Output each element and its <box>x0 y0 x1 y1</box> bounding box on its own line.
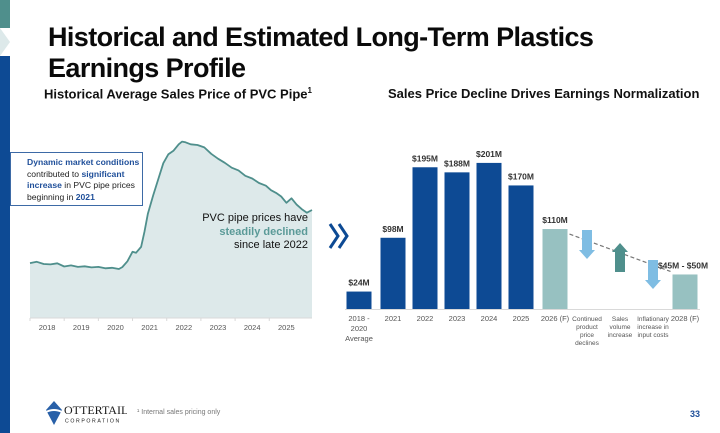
right-chart-title: Sales Price Decline Drives Earnings Norm… <box>388 86 700 101</box>
callout-highlight-1: Dynamic market conditions <box>27 157 140 167</box>
category-line: declines <box>575 340 600 347</box>
bar-category-label: 2018 -2020 Average <box>345 314 373 343</box>
x-tick-label: 2019 <box>73 323 90 332</box>
callout-text-2: in PVC pipe prices beginning in <box>27 180 135 202</box>
category-line: Continued <box>572 316 602 323</box>
bar-historical <box>444 172 470 309</box>
arrow-up-icon <box>612 243 628 272</box>
decline-note: PVC pipe prices have steadily declined s… <box>188 212 308 253</box>
category-line: 2020 <box>351 324 368 333</box>
category-line: 2026 (F) <box>541 314 570 323</box>
bar-category-label: 2028 (F) <box>671 314 700 323</box>
arrow-down-icon <box>579 230 595 259</box>
bar-category-label: Inflationary increase in input costs <box>637 316 670 339</box>
bar-category-label: Sales volume increase <box>608 316 633 339</box>
category-line: 2025 <box>513 314 530 323</box>
callout-box: Dynamic market conditions contributed to… <box>10 152 143 206</box>
category-line: input costs <box>637 332 669 339</box>
bar-historical <box>476 162 502 309</box>
category-line: volume <box>610 324 631 331</box>
decline-note-line-1: PVC pipe prices have <box>202 212 308 224</box>
category-line: 2022 <box>417 314 434 323</box>
bar-value-label: $98M <box>382 224 403 234</box>
bar-category-label: 2023 <box>449 314 466 323</box>
category-line: Average <box>345 334 373 343</box>
bar-value-label: $201M <box>476 149 502 159</box>
x-tick-label: 2020 <box>107 323 124 332</box>
callout-highlight-3: 2021 <box>75 191 95 202</box>
bar-forecast <box>542 229 568 309</box>
decline-note-highlight: steadily declined <box>219 225 308 238</box>
category-line: increase in <box>637 324 669 331</box>
price-line <box>29 140 313 270</box>
bar-value-label: $195M <box>412 153 438 163</box>
category-line: 2028 (F) <box>671 314 700 323</box>
x-tick-label: 2023 <box>210 323 227 332</box>
bar-forecast <box>672 274 698 309</box>
double-chevron-right-icon <box>328 223 349 249</box>
bar-value-label: $24M <box>348 278 369 288</box>
ottertail-logo: OTTERTAIL CORPORATION <box>46 401 127 425</box>
category-line: 2021 <box>385 314 402 323</box>
callout-text-1: contributed to <box>27 168 82 179</box>
bar-historical <box>380 237 406 309</box>
bar-historical <box>412 167 438 309</box>
x-tick-label: 2022 <box>175 323 192 332</box>
x-tick-label: 2018 <box>39 323 56 332</box>
logo-sub: CORPORATION <box>65 419 121 425</box>
bar-category-label: 2024 <box>481 314 498 323</box>
bar-historical <box>508 185 534 309</box>
category-line: 2023 <box>449 314 466 323</box>
logo-name: OTTERTAIL <box>64 403 127 417</box>
bar-value-label: $110M <box>542 215 568 225</box>
left-chart-title: Historical Average Sales Price of PVC Pi… <box>44 86 312 101</box>
x-tick-label: 2024 <box>244 323 261 332</box>
arrow-down-icon <box>645 260 661 289</box>
category-line: 2024 <box>481 314 498 323</box>
x-tick-label: 2025 <box>278 323 295 332</box>
category-line: price <box>580 332 594 339</box>
bar-category-label: 2022 <box>417 314 434 323</box>
page-number: 33 <box>690 409 701 419</box>
category-line: increase <box>608 332 633 339</box>
price-area-fill <box>30 141 312 318</box>
decline-note-line-3: since late 2022 <box>234 239 308 251</box>
bar-category-label: 2021 <box>385 314 402 323</box>
category-line: 2018 - <box>348 314 370 323</box>
category-line: Sales <box>612 316 629 323</box>
category-line: Inflationary <box>637 316 670 323</box>
category-line: product <box>576 324 598 331</box>
bar-category-label: Continued product price declines <box>572 316 602 347</box>
bar-value-label: $188M <box>444 158 470 168</box>
bar-historical <box>346 291 372 309</box>
left-chart-title-text: Historical Average Sales Price of PVC Pi… <box>44 86 308 102</box>
bar-value-label: $170M <box>508 171 534 181</box>
footnote-marker: 1 <box>307 86 312 95</box>
left-rail-decoration <box>0 0 10 433</box>
bar-category-label: 2025 <box>513 314 530 323</box>
page-title: Historical and Estimated Long-Term Plast… <box>48 22 594 83</box>
bar-category-label: 2026 (F) <box>541 314 570 323</box>
callout-highlight-2: significant increase <box>27 168 125 191</box>
footnote: ¹ Internal sales pricing only <box>137 409 221 416</box>
bar-value-label: $45M - $50M <box>658 260 708 270</box>
x-tick-label: 2021 <box>141 323 158 332</box>
